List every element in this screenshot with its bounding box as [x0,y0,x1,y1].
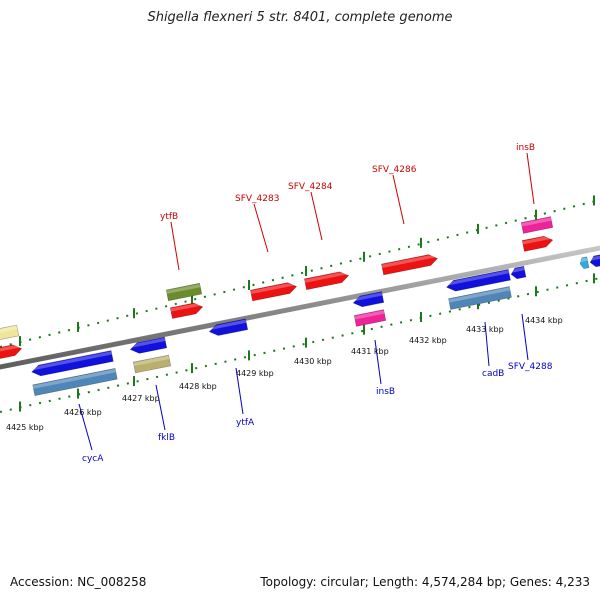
tick-label-4431: 4431 kbp [351,347,389,356]
gene-arrow-reverse-fklB[interactable] [129,336,168,355]
gene-arrow-reverse-cadB[interactable] [446,268,511,292]
gene-arrow-reverse-ytfA[interactable] [208,318,249,337]
tick-label-4430: 4430 kbp [294,357,332,366]
outer-tick-ring [0,199,600,348]
map-title: Shigella flexneri 5 str. 8401, complete … [147,10,453,25]
tick-label-4426: 4426 kbp [64,408,102,417]
gene-arrow-forward[interactable] [169,301,204,319]
leader-line [235,367,244,415]
label-fklB[interactable]: fklB [158,433,175,443]
gene-features [0,216,600,396]
leader-line [392,174,405,225]
leader-line [526,152,535,205]
label-insB-forward[interactable]: insB [516,143,535,153]
gene-arrow-forward[interactable] [521,235,554,252]
leader-line [155,384,166,431]
label-insB-reverse[interactable]: insB [376,387,395,397]
label-SFV_4286[interactable]: SFV_4286 [372,165,417,175]
gene-arrow-reverse-insB[interactable] [352,291,385,309]
genome-backbone [0,245,600,370]
gene-block-insB[interactable] [520,216,554,234]
tick-label-4432: 4432 kbp [409,336,447,345]
label-cadB[interactable]: cadB [482,369,504,379]
gene-arrow-reverse[interactable] [589,253,600,268]
label-leader-lines [78,152,535,451]
gene-arrow-reverse-small[interactable] [579,256,590,269]
gene-block-khaki[interactable] [132,354,172,374]
tick-label-4433: 4433 kbp [466,325,504,334]
label-ytfA[interactable]: ytfA [236,418,255,428]
gene-arrow-reverse-cycA[interactable] [31,350,114,378]
label-cycA[interactable]: cycA [82,454,104,464]
label-SFV_4283[interactable]: SFV_4283 [235,194,279,204]
label-SFV_4288[interactable]: SFV_4288 [508,362,553,372]
tick-label-4429: 4429 kbp [236,369,274,378]
leader-line [78,403,93,451]
gene-block-pale[interactable] [0,324,20,342]
major-tick-marks [19,195,595,412]
gene-arrow-forward[interactable] [0,343,23,362]
gene-block-steel[interactable] [32,368,118,396]
tick-label-4434: 4434 kbp [525,316,563,325]
gene-block-olive[interactable] [165,282,203,302]
leader-line [253,203,269,253]
inner-tick-ring [0,277,600,413]
leader-line [521,313,529,361]
leader-line [374,339,382,385]
accession-text: Accession: NC_008258 [10,575,147,589]
leader-line [170,221,180,271]
gene-block-steel[interactable] [448,286,512,310]
gene-block-insB[interactable] [353,309,387,327]
gene-arrow-forward[interactable] [381,253,438,276]
label-SFV_4284[interactable]: SFV_4284 [288,182,333,192]
gene-arrow-forward[interactable] [303,270,350,291]
gene-arrow-forward[interactable] [250,281,298,302]
gene-arrow-reverse-SFV_4288[interactable] [510,265,527,280]
label-ytfB[interactable]: ytfB [160,212,178,222]
tick-label-4427: 4427 kbp [122,394,160,403]
tick-label-4425: 4425 kbp [6,423,44,432]
leader-line [310,191,323,241]
tick-label-4428: 4428 kbp [179,382,217,391]
leader-line [484,321,490,367]
genome-stats-text: Topology: circular; Length: 4,574,284 bp… [260,575,590,589]
